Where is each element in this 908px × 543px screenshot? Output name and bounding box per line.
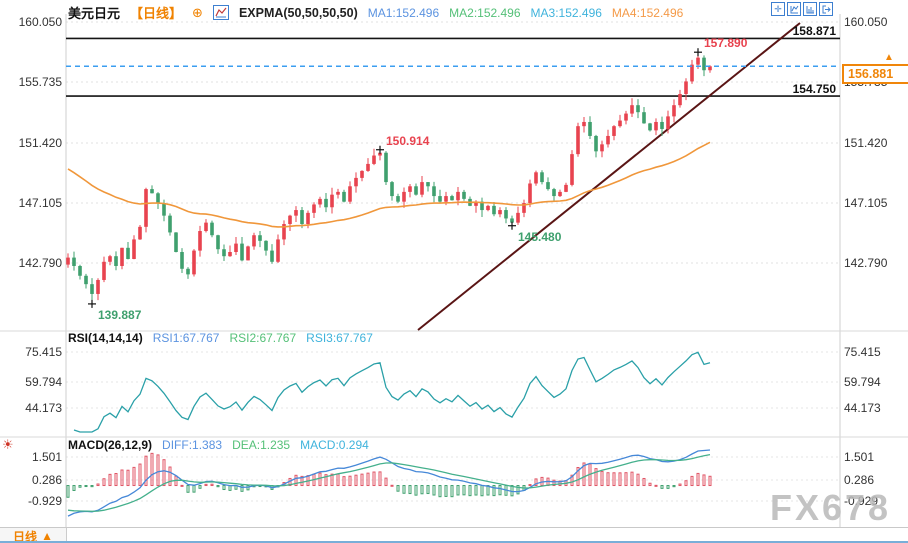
tab-daily-arrow-icon: ▲ xyxy=(41,529,53,543)
macd-header: MACD(26,12,9) DIFF:1.383 DEA:1.235 MACD:… xyxy=(68,438,369,452)
exit-fullscreen-icon[interactable] xyxy=(819,2,833,16)
macd-hist-value: MACD:0.294 xyxy=(300,438,369,452)
ma4-value: MA4:152.496 xyxy=(611,5,684,20)
indicator-label[interactable]: EXPMA(50,50,50,50) xyxy=(238,5,358,20)
macd-label[interactable]: MACD(26,12,9) xyxy=(68,438,153,452)
settings-sun-icon[interactable]: ☀ xyxy=(2,437,14,452)
pan-crosshair-icon[interactable]: ✛ xyxy=(771,2,785,16)
timeframe-label: 【日线】 xyxy=(130,6,183,21)
watermark: FX678 xyxy=(770,487,892,528)
indicator-chart-icon[interactable] xyxy=(212,5,229,20)
histogram-scale-icon[interactable] xyxy=(803,2,817,16)
ma3-value: MA3:152.496 xyxy=(530,5,602,20)
ma1-value: MA1:152.496 xyxy=(367,5,440,20)
toolbar: ✛ xyxy=(771,2,833,16)
price-up-arrow-icon: ▲ xyxy=(884,52,894,63)
macd-dea-value: DEA:1.235 xyxy=(232,438,291,452)
axis-scale-icon[interactable] xyxy=(787,2,801,16)
bottom-accent-line xyxy=(0,541,908,543)
rsi3-value: RSI3:67.767 xyxy=(306,331,373,345)
tab-daily-timeframe[interactable]: 日线 ▲ xyxy=(0,528,67,543)
ma2-value: MA2:152.496 xyxy=(449,5,521,20)
add-indicator-icon[interactable]: ⊕ xyxy=(192,4,203,20)
bottom-bar: 日线 ▲ xyxy=(0,527,908,543)
symbol-title: 美元日元 xyxy=(68,6,121,21)
tab-daily-label: 日线 xyxy=(13,529,38,543)
rsi1-value: RSI1:67.767 xyxy=(152,331,220,345)
main-header: 美元日元 【日线】 ⊕ EXPMA(50,50,50,50) MA1:152.4… xyxy=(68,3,683,22)
rsi-header: RSI(14,14,14) RSI1:67.767 RSI2:67.767 RS… xyxy=(68,331,373,345)
macd-diff-value: DIFF:1.383 xyxy=(162,438,223,452)
current-price-badge: 156.881 xyxy=(842,64,908,84)
rsi-label[interactable]: RSI(14,14,14) xyxy=(68,331,143,345)
rsi2-value: RSI2:67.767 xyxy=(229,331,297,345)
